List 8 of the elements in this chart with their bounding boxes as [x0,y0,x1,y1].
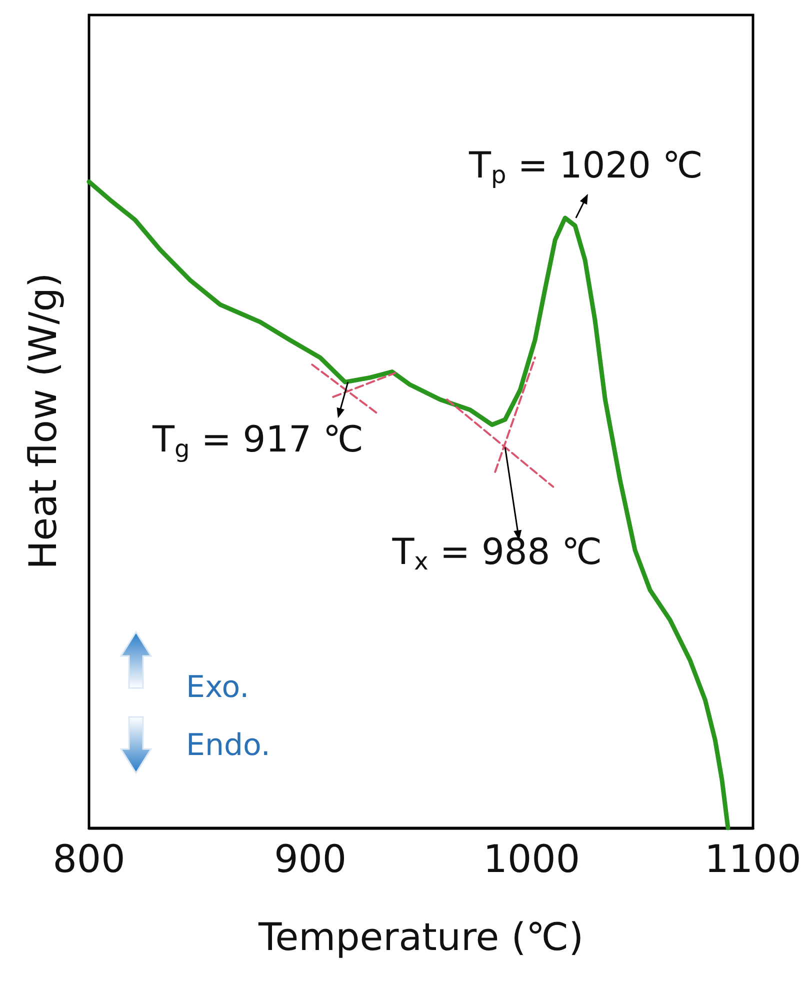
annotation: Exo. [186,670,250,706]
x-tick-label: 800 [52,837,126,881]
x-axis-title: Temperature (℃) [257,915,584,959]
x-tick-label: 1100 [704,837,802,881]
y-axis-title: Heat flow (W/g) [21,272,65,570]
x-tick-label: 900 [274,837,347,881]
x-tick-label: 1000 [483,837,580,881]
annotation: Endo. [186,728,270,764]
